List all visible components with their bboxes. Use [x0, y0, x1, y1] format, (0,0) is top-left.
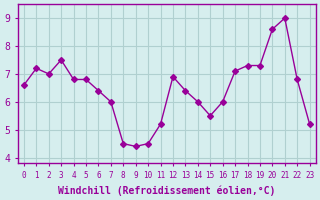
- X-axis label: Windchill (Refroidissement éolien,°C): Windchill (Refroidissement éolien,°C): [58, 185, 276, 196]
